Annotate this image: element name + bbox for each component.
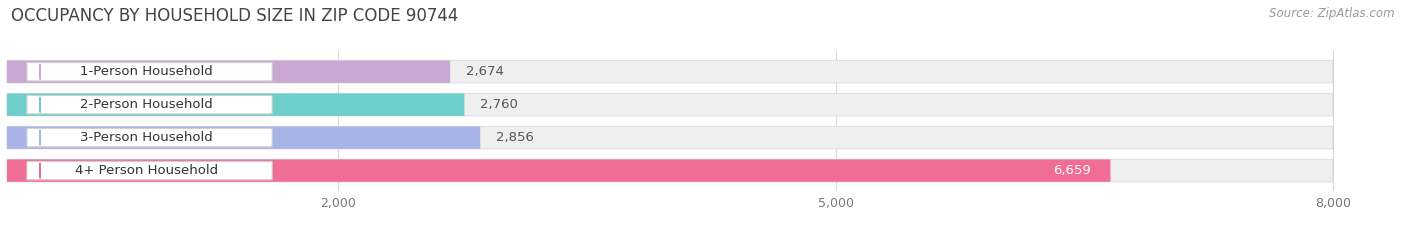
FancyBboxPatch shape bbox=[7, 127, 1333, 149]
Text: 6,659: 6,659 bbox=[1053, 164, 1091, 177]
Text: 4+ Person Household: 4+ Person Household bbox=[75, 164, 218, 177]
FancyBboxPatch shape bbox=[27, 96, 273, 114]
Text: 2,856: 2,856 bbox=[496, 131, 534, 144]
FancyBboxPatch shape bbox=[7, 159, 1111, 182]
Text: Source: ZipAtlas.com: Source: ZipAtlas.com bbox=[1270, 7, 1395, 20]
Text: 1-Person Household: 1-Person Household bbox=[80, 65, 212, 78]
Text: 2,760: 2,760 bbox=[481, 98, 519, 111]
FancyBboxPatch shape bbox=[7, 93, 464, 116]
Text: 2-Person Household: 2-Person Household bbox=[80, 98, 212, 111]
FancyBboxPatch shape bbox=[27, 128, 273, 147]
FancyBboxPatch shape bbox=[7, 61, 1333, 83]
Text: 3-Person Household: 3-Person Household bbox=[80, 131, 212, 144]
FancyBboxPatch shape bbox=[7, 61, 450, 83]
FancyBboxPatch shape bbox=[27, 161, 273, 180]
FancyBboxPatch shape bbox=[27, 62, 273, 81]
Text: OCCUPANCY BY HOUSEHOLD SIZE IN ZIP CODE 90744: OCCUPANCY BY HOUSEHOLD SIZE IN ZIP CODE … bbox=[11, 7, 458, 25]
FancyBboxPatch shape bbox=[7, 159, 1333, 182]
Text: 2,674: 2,674 bbox=[465, 65, 503, 78]
FancyBboxPatch shape bbox=[7, 93, 1333, 116]
FancyBboxPatch shape bbox=[7, 127, 481, 149]
